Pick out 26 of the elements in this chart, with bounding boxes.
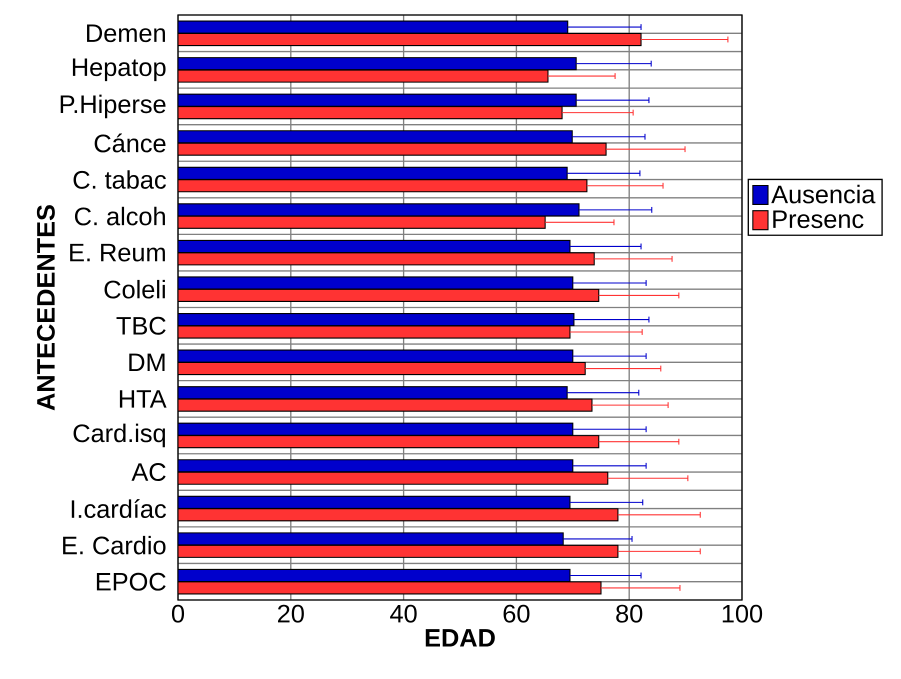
x-axis-title: EDAD (426, 629, 495, 647)
y-tick-label: Demen (87, 24, 165, 42)
y-tick-label: P.Hiperse (60, 94, 166, 118)
y-tick-label: Card.isq (74, 424, 165, 448)
legend-label: Ausencia (771, 184, 876, 204)
y-tick-label: I.cardíac (72, 499, 166, 518)
x-tick-label: 80 (616, 604, 642, 623)
y-tick-label: DM (129, 354, 165, 372)
x-tick-label: 40 (390, 604, 417, 623)
y-tick-label: Coleli (104, 280, 165, 299)
y-tick-label: C. alcoh (74, 206, 165, 226)
y-tick-label: AC (131, 463, 166, 481)
y-tick-label: TBC (116, 316, 166, 335)
x-tick-label: 0 (172, 604, 184, 623)
x-tick-label: 60 (504, 604, 530, 623)
y-tick-label: EPOC (96, 572, 166, 591)
x-tick-label: 100 (722, 604, 762, 623)
y-tick-label: C. tabac (74, 170, 166, 189)
x-tick-label: 20 (278, 604, 304, 623)
legend-label: Presenc (773, 210, 864, 228)
y-tick-label: E. Cardio (63, 536, 166, 554)
y-tick-label: E. Reum (70, 244, 165, 262)
y-tick-label: HTA (120, 390, 167, 408)
y-tick-label: Hepatop (72, 58, 166, 82)
y-tick-label: Cánce (94, 134, 166, 152)
y-axis-title: ANTECEDENTES (36, 205, 55, 410)
